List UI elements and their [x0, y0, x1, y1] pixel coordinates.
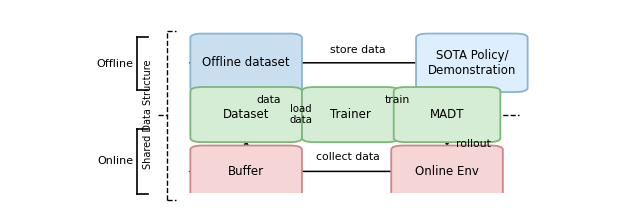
Text: train: train — [385, 95, 410, 105]
Text: collect data: collect data — [316, 152, 380, 162]
FancyBboxPatch shape — [190, 146, 302, 197]
Text: Trainer: Trainer — [330, 108, 371, 121]
Text: data: data — [256, 95, 280, 105]
FancyBboxPatch shape — [190, 34, 302, 92]
Text: MADT: MADT — [430, 108, 464, 121]
Text: Offline: Offline — [96, 59, 133, 69]
FancyBboxPatch shape — [190, 87, 302, 142]
FancyBboxPatch shape — [391, 146, 503, 197]
Text: Buffer: Buffer — [228, 165, 264, 178]
FancyBboxPatch shape — [394, 87, 500, 142]
Text: Shared Data Structure: Shared Data Structure — [143, 60, 153, 169]
Text: store data: store data — [330, 45, 385, 55]
FancyBboxPatch shape — [416, 34, 527, 92]
Text: SOTA Policy/
Demonstration: SOTA Policy/ Demonstration — [428, 49, 516, 77]
Text: Dataset: Dataset — [223, 108, 269, 121]
Text: Online: Online — [97, 156, 133, 166]
Text: Offline dataset: Offline dataset — [202, 56, 290, 69]
FancyBboxPatch shape — [302, 87, 399, 142]
Text: rollout: rollout — [456, 139, 491, 149]
Text: Online Env: Online Env — [415, 165, 479, 178]
Text: load
data: load data — [289, 104, 312, 125]
